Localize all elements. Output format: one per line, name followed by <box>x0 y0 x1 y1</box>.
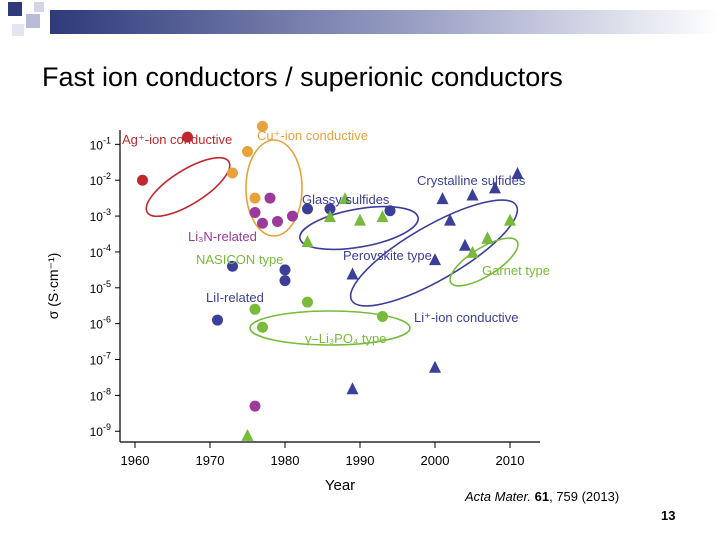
annotation-label: Crystalline sulfides <box>417 173 526 188</box>
data-point-circle <box>249 303 261 315</box>
header-square <box>8 2 22 16</box>
annotation-label: NASICON type <box>196 252 283 267</box>
annotation-label: Perovskite type <box>343 248 432 263</box>
y-axis-label: σ (S·cm⁻¹) <box>45 253 61 320</box>
data-point-triangle <box>301 235 314 248</box>
x-axis-label: Year <box>325 477 355 494</box>
data-point-circle <box>279 264 291 276</box>
y-tick-label: 10-5 <box>90 279 111 296</box>
x-tick-label: 1970 <box>196 453 225 468</box>
data-point-circle <box>249 206 261 218</box>
y-tick-label: 10-7 <box>90 351 111 368</box>
y-tick-label: 10-4 <box>90 243 111 260</box>
x-tick-label: 1990 <box>346 453 375 468</box>
data-point-triangle <box>429 253 441 266</box>
data-point-circle <box>279 275 291 287</box>
data-point-triangle <box>429 360 441 373</box>
data-point-circle <box>212 314 223 326</box>
header-square <box>34 2 44 12</box>
data-point-circle <box>137 174 148 186</box>
citation-volume: 61 <box>534 489 550 504</box>
citation: Acta Mater. 61, 759 (2013) <box>465 489 619 504</box>
data-point-triangle <box>466 188 479 201</box>
y-tick-label: 10-6 <box>90 315 111 332</box>
data-point-triangle <box>511 167 524 180</box>
header-square <box>26 14 40 28</box>
header-decoration <box>8 2 720 36</box>
data-point-triangle <box>481 231 494 244</box>
y-tick-label: 10-2 <box>90 171 111 188</box>
data-point-triangle <box>444 213 456 226</box>
data-point-circle <box>227 260 238 272</box>
data-point-circle <box>302 296 313 308</box>
x-tick-label: 1980 <box>271 453 300 468</box>
slide-title: Fast ion conductors / superionic conduct… <box>42 62 563 92</box>
page-number: 13 <box>661 508 676 523</box>
data-point-circle <box>384 205 396 217</box>
data-point-circle <box>249 400 261 412</box>
annotation-label: Ag⁺-ion conductive <box>122 132 232 147</box>
y-tick-label: 10-3 <box>90 207 111 224</box>
annotation-label: Cu⁺-ion conductive <box>257 128 368 143</box>
data-point-triangle <box>459 238 471 251</box>
data-point-circle <box>182 131 193 143</box>
header-square <box>12 24 24 36</box>
data-point-circle <box>227 167 238 179</box>
glassy-sulfides-ellipse <box>299 205 419 251</box>
annotation-label: Li⁺-ion conductive <box>414 310 518 325</box>
citation-rest: , 759 (2013) <box>549 489 620 504</box>
header-gradient-bar <box>50 10 720 34</box>
data-point-circle <box>377 310 388 322</box>
data-point-circle <box>264 192 276 204</box>
annotation-label: Li₃N-related <box>188 229 257 244</box>
data-point-triangle <box>339 192 351 205</box>
crystalline-sulfides-ellipse <box>349 199 519 307</box>
data-point-circle <box>324 203 336 215</box>
annotation-label: Garnet type <box>482 263 550 278</box>
data-point-triangle <box>354 213 366 226</box>
li3po4-ellipse <box>249 310 411 346</box>
data-point-triangle <box>346 382 359 395</box>
y-tick-label: 10-9 <box>90 422 111 439</box>
data-point-triangle <box>346 267 359 280</box>
data-point-circle <box>257 321 268 333</box>
data-point-triangle <box>436 192 449 205</box>
data-point-triangle <box>489 181 501 194</box>
data-point-triangle <box>324 210 336 223</box>
cu-group-ellipse <box>245 139 303 237</box>
data-point-circle <box>257 217 268 229</box>
data-point-triangle <box>504 213 516 226</box>
data-point-triangle <box>376 210 389 223</box>
data-point-triangle <box>241 428 254 441</box>
y-tick-label: 10-1 <box>90 135 111 152</box>
data-point-circle <box>257 120 268 132</box>
data-point-triangle <box>466 245 479 258</box>
x-tick-label: 1960 <box>121 453 150 468</box>
citation-journal: Acta Mater. <box>465 489 531 504</box>
x-tick-label: 2010 <box>496 453 525 468</box>
data-point-circle <box>249 192 261 204</box>
data-point-circle <box>242 146 253 158</box>
ag-group-ellipse <box>145 156 231 218</box>
annotation-label: γ–Li₃PO₄ type <box>305 331 386 346</box>
data-point-circle <box>287 210 298 222</box>
annotation-label: Glassy sulfides <box>302 192 390 207</box>
y-tick-label: 10-8 <box>90 386 111 403</box>
x-tick-label: 2000 <box>421 453 450 468</box>
annotation-label: LiI-related <box>206 290 264 305</box>
garnet-ellipse <box>449 237 519 287</box>
data-point-circle <box>302 203 313 215</box>
data-point-circle <box>272 215 283 227</box>
